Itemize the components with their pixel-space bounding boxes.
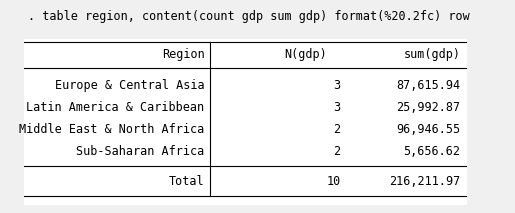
- Text: Total: Total: [169, 175, 204, 188]
- Text: Sub-Saharan Africa: Sub-Saharan Africa: [76, 145, 204, 158]
- Text: 216,211.97: 216,211.97: [389, 175, 460, 188]
- Text: Europe & Central Asia: Europe & Central Asia: [55, 79, 204, 92]
- Text: 87,615.94: 87,615.94: [396, 79, 460, 92]
- Text: 10: 10: [327, 175, 341, 188]
- Text: . table region, content(count gdp sum gdp) format(%20.2fc) row: . table region, content(count gdp sum gd…: [28, 10, 470, 23]
- Text: 5,656.62: 5,656.62: [403, 145, 460, 158]
- Text: 25,992.87: 25,992.87: [396, 101, 460, 114]
- Text: Middle East & North Africa: Middle East & North Africa: [20, 123, 204, 136]
- Text: Region: Region: [162, 49, 204, 62]
- Text: 3: 3: [334, 79, 341, 92]
- Text: 2: 2: [334, 123, 341, 136]
- Text: Latin America & Caribbean: Latin America & Caribbean: [26, 101, 204, 114]
- Text: 3: 3: [334, 101, 341, 114]
- Text: 2: 2: [334, 145, 341, 158]
- FancyBboxPatch shape: [24, 39, 467, 205]
- Text: sum(gdp): sum(gdp): [403, 49, 460, 62]
- Text: N(gdp): N(gdp): [284, 49, 327, 62]
- Text: 96,946.55: 96,946.55: [396, 123, 460, 136]
